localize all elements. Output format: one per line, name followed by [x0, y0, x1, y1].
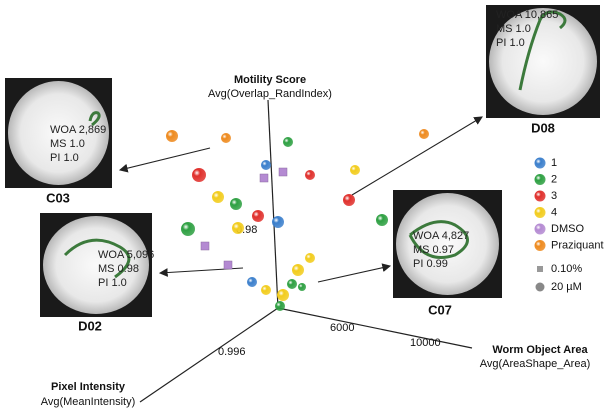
axes [139, 99, 473, 403]
legend-swatch [534, 207, 546, 218]
axis-subtitle: Avg(AreaShape_Area) [480, 358, 590, 370]
point [305, 170, 315, 180]
size-cube [537, 266, 543, 272]
point-cube [223, 260, 233, 270]
well-disc [8, 81, 109, 185]
well-label: D02 [78, 318, 102, 333]
point [272, 216, 284, 228]
well-disc [489, 8, 597, 115]
legend: 1 2 3 4 DMSO Praziquantel 0.10% 20 µM [534, 157, 604, 293]
well-label: D08 [531, 120, 555, 135]
point [298, 283, 306, 291]
legend-swatch [534, 240, 546, 251]
legend-swatch [534, 174, 546, 185]
point-cube [259, 173, 269, 183]
legend-label: 1 [551, 157, 557, 169]
point [181, 222, 195, 236]
worm [518, 10, 567, 91]
inset-text: MS 1.0 [496, 23, 531, 35]
point [261, 160, 271, 170]
inset-text: WOA 5,096 [98, 249, 154, 261]
points [166, 129, 429, 311]
point [305, 253, 315, 263]
legend-label: Praziquantel [551, 239, 604, 251]
inset-text: MS 1.0 [50, 138, 85, 150]
well-label: C07 [428, 302, 452, 317]
axis-subtitle: Avg(Overlap_RandIndex) [208, 88, 332, 100]
inset-text: WOA 2,869 [50, 124, 106, 136]
legend-swatch [534, 223, 546, 235]
size-label: 0.10% [551, 263, 582, 275]
well-label: C03 [46, 190, 70, 205]
point [419, 129, 429, 139]
axis-title: Worm Object Area [492, 344, 588, 356]
legend-label: DMSO [551, 223, 584, 235]
point [252, 210, 264, 222]
inset-text: PI 1.0 [496, 37, 525, 49]
point-cube [200, 241, 210, 251]
point [192, 168, 206, 182]
point [292, 264, 304, 276]
size-label: 20 µM [551, 281, 582, 293]
point [343, 194, 355, 206]
worm [408, 220, 469, 259]
axis-title: Pixel Intensity [51, 381, 126, 393]
size-sphere [535, 282, 545, 292]
tick-label: 6000 [330, 322, 354, 334]
inset-text: WOA 4,827 [413, 230, 469, 242]
inset-text: WOA 10,865 [496, 9, 558, 21]
point [283, 137, 293, 147]
inset-text: PI 1.0 [98, 277, 127, 289]
tick-label: 10000 [410, 337, 441, 349]
point [350, 165, 360, 175]
point [376, 214, 388, 226]
inset-text: MS 0.97 [413, 244, 454, 256]
inset-text: PI 1.0 [50, 152, 79, 164]
point [261, 285, 271, 295]
legend-label: 3 [551, 190, 557, 202]
point [247, 277, 257, 287]
legend-label: 4 [551, 206, 557, 218]
legend-label: 2 [551, 173, 557, 185]
worm [63, 238, 131, 279]
point [232, 222, 244, 234]
legend-swatch [534, 157, 546, 169]
point [277, 289, 289, 301]
point-cube [278, 167, 288, 177]
point [166, 130, 178, 142]
point [221, 133, 231, 143]
well-disc [43, 216, 149, 314]
point [275, 301, 285, 311]
worm [88, 111, 101, 127]
axis-subtitle: Avg(MeanIntensity) [41, 396, 136, 408]
legend-swatch [534, 190, 546, 202]
inset-text: PI 0.99 [413, 258, 448, 270]
inset-text: MS 0.98 [98, 263, 139, 275]
tick-label: 0.996 [218, 346, 246, 358]
point [287, 279, 297, 289]
point [212, 191, 224, 203]
insets: WOA 2,869 MS 1.0 PI 1.0 C03 WOA 10,865 MS 1.0… [5, 5, 600, 333]
axis-title: Motility Score [234, 74, 306, 86]
well-disc [396, 193, 499, 295]
point [230, 198, 242, 210]
